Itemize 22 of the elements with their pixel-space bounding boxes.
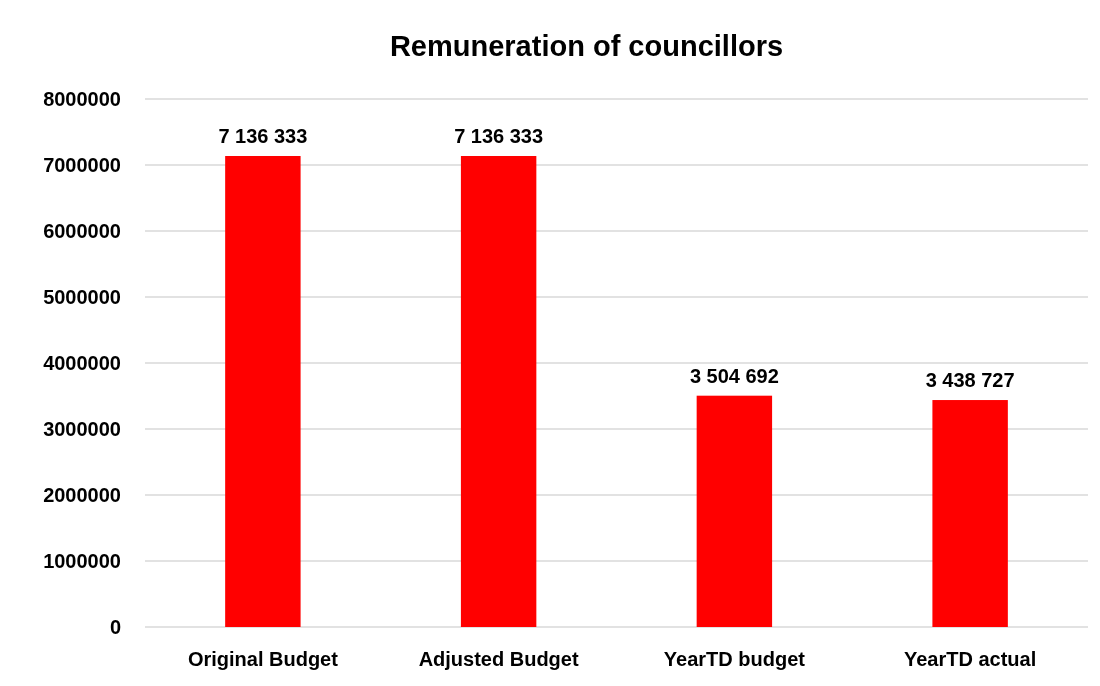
y-tick-label: 8000000: [43, 87, 121, 110]
y-tick-label: 7000000: [43, 153, 121, 176]
x-tick-label: Original Budget: [187, 648, 339, 671]
x-tick-label: YearTD actual: [903, 648, 1037, 671]
x-tick-label: Adjusted Budget: [418, 648, 579, 671]
x-tick-label: YearTD budget: [663, 648, 806, 671]
data-label: 7 136 333: [218, 125, 308, 147]
y-tick-label: 2000000: [43, 483, 121, 506]
bar: [225, 156, 301, 627]
y-tick-label: 4000000: [43, 351, 121, 374]
y-tick-label: 3000000: [43, 417, 121, 440]
data-label: 3 504 692: [689, 364, 779, 387]
y-tick-label: 6000000: [43, 219, 121, 242]
data-label: 3 438 727: [925, 369, 1015, 392]
chart-title: Remuneration of councillors: [389, 30, 784, 62]
y-tick-label: 0: [109, 615, 121, 638]
data-label: 7 136 333: [454, 125, 544, 147]
bar: [696, 395, 773, 627]
y-tick-label: 1000000: [43, 549, 121, 572]
bar: [932, 400, 1008, 627]
bar: [460, 156, 537, 627]
y-tick-label: 5000000: [43, 285, 121, 308]
